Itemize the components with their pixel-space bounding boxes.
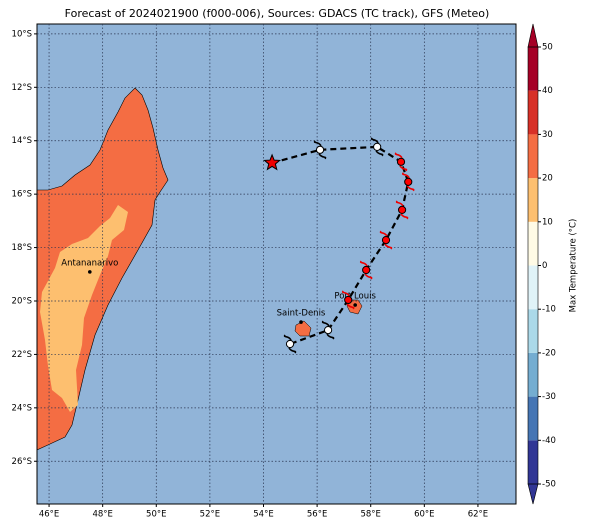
track-point <box>370 137 384 157</box>
cyclone-arm <box>364 273 373 280</box>
cyclone-arm <box>283 334 292 341</box>
colorbar-label: Max Temperature (°C) <box>569 219 579 313</box>
colorbar-segment <box>528 440 538 484</box>
cyclone-arm <box>402 172 410 179</box>
cyclone-eye <box>344 295 353 305</box>
cyclone-arm <box>346 303 355 310</box>
cyclone-arm <box>321 320 330 327</box>
cyclone-eye <box>396 157 406 166</box>
colorbar-segment <box>528 309 538 353</box>
cyclone-arm <box>370 137 379 144</box>
colorbar-extend-top <box>527 23 539 48</box>
cyclone-arm <box>379 230 388 237</box>
colorbar-segment <box>528 221 538 266</box>
storm-position <box>263 153 281 171</box>
colorbar-tick-label: 10 <box>542 217 553 227</box>
track-point <box>379 230 393 250</box>
cyclone-arm <box>400 213 409 220</box>
cyclone-eye <box>381 235 391 245</box>
city-label: Port Louis <box>334 292 376 302</box>
track-point <box>313 140 327 160</box>
cyclone-arm <box>313 140 322 147</box>
colorbar-segment <box>528 47 538 91</box>
colorbar-tick-label: 20 <box>542 174 553 184</box>
x-tick-label: 62°E <box>468 510 488 520</box>
x-tick-label: 48°E <box>92 510 112 520</box>
colorbar-tick-label: -20 <box>542 348 556 358</box>
overlay: Antananarivo Port Louis Saint-Denis <box>37 24 516 504</box>
track-point <box>283 334 297 354</box>
colorbar-extend-bottom <box>527 483 539 505</box>
track-point <box>321 320 335 340</box>
y-tick-label: 20°S <box>12 296 32 306</box>
y-tick-label: 10°S <box>12 29 32 39</box>
city-label: Saint-Denis <box>277 309 326 319</box>
city-dot <box>299 320 303 324</box>
cyclone-arm <box>395 200 404 207</box>
y-tick-label: 12°S <box>12 83 32 93</box>
x-tick-label: 52°E <box>200 510 220 520</box>
y-tick-label: 22°S <box>12 350 32 360</box>
colorbar-segment <box>528 352 538 397</box>
cyclone-eye <box>362 265 371 275</box>
cyclone-arm <box>318 153 327 160</box>
track-point <box>359 260 373 280</box>
x-tick-label: 56°E <box>307 510 327 520</box>
map-frame <box>36 23 517 505</box>
map-title: Forecast of 2024021900 (f000-006), Sourc… <box>65 7 490 20</box>
track-point <box>395 200 409 220</box>
colorbar-segment <box>528 90 538 135</box>
reunion <box>294 320 312 337</box>
city-dot <box>88 270 92 274</box>
cyclone-arm <box>406 185 415 192</box>
cyclone-eye <box>323 326 333 335</box>
x-tick-label: 60°E <box>414 510 434 520</box>
x-tick-label: 50°E <box>146 510 166 520</box>
x-tick-label: 46°E <box>39 510 59 520</box>
colorbar-segment <box>528 134 538 179</box>
cyclone-arm <box>288 347 297 354</box>
city-dot <box>353 303 357 307</box>
cyclone-eye <box>404 177 413 186</box>
y-tick-label: 24°S <box>12 403 32 413</box>
cyclone-arm <box>326 333 335 340</box>
track-point <box>394 152 408 172</box>
colorbar-tick-label: -10 <box>542 305 556 315</box>
mauritius <box>346 299 363 315</box>
city-label: Antananarivo <box>61 258 118 268</box>
cyclone-arm <box>375 150 384 157</box>
colorbar-tick-label: 50 <box>542 43 553 53</box>
cyclone-arm <box>341 290 350 297</box>
cyclone-eye <box>315 145 325 154</box>
colorbar-segment <box>528 178 538 222</box>
y-tick-label: 14°S <box>12 136 32 146</box>
colorbar-tick-label: -30 <box>542 392 556 402</box>
x-tick-label: 54°E <box>253 510 273 520</box>
cyclone-eye <box>373 142 382 151</box>
cyclone-arm <box>359 260 368 267</box>
track-point <box>341 290 355 310</box>
y-tick-label: 16°S <box>12 190 32 200</box>
x-tick-label: 58°E <box>360 510 380 520</box>
cyclone-arm <box>394 152 403 159</box>
colorbar-tick-label: 40 <box>542 86 553 96</box>
y-tick-label: 18°S <box>12 243 32 253</box>
colorbar-segment <box>528 265 538 310</box>
colorbar-segment <box>528 396 538 441</box>
cyclone-arm <box>384 243 393 250</box>
cyclone-eye <box>285 339 295 349</box>
colorbar-tick-label: 30 <box>542 130 553 140</box>
cyclone-eye <box>397 205 407 215</box>
colorbar-tick-label: -40 <box>542 436 556 446</box>
track-point <box>402 172 415 192</box>
colorbar-tick-label: -50 <box>542 480 556 490</box>
colorbar-tick-label: 0 <box>542 261 547 271</box>
y-tick-label: 26°S <box>12 457 32 467</box>
highlands <box>40 205 128 412</box>
cyclone-arm <box>399 165 408 172</box>
